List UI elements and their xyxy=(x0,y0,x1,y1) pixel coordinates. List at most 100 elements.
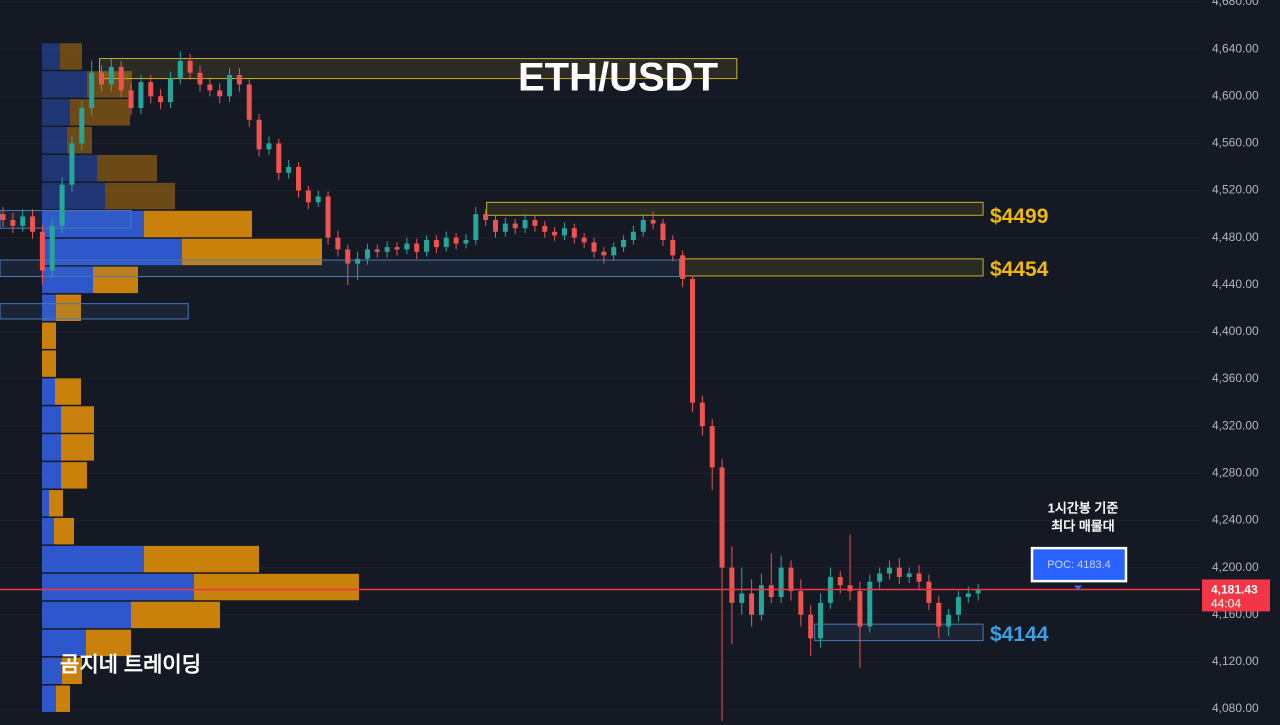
candle-body xyxy=(364,249,370,259)
candle-body xyxy=(305,190,311,203)
profile-buy xyxy=(42,127,67,154)
candle-body xyxy=(10,219,16,226)
candle-body xyxy=(463,240,469,244)
candle-body xyxy=(729,567,735,603)
candle-body xyxy=(266,143,272,150)
y-tick-label: 4,680.00 xyxy=(1212,0,1259,8)
candle-body xyxy=(581,237,587,243)
candle-body xyxy=(128,90,134,109)
candle-body xyxy=(542,225,548,232)
candle-body xyxy=(345,249,351,264)
candle-body xyxy=(621,240,627,248)
watermark: 곰지네 트레이딩 xyxy=(60,654,201,677)
profile-sell xyxy=(54,517,74,545)
candle-body xyxy=(561,228,567,236)
profile-buy xyxy=(42,182,105,210)
candle-body xyxy=(926,581,932,603)
candle-body xyxy=(325,196,331,238)
candle-body xyxy=(778,567,784,598)
candle-body xyxy=(197,72,203,85)
candle-body xyxy=(739,593,745,603)
candle-body xyxy=(256,119,262,150)
profile-buy xyxy=(42,629,86,657)
profile-sell xyxy=(60,43,82,70)
candle-body xyxy=(601,251,607,256)
candle-body xyxy=(719,467,725,568)
candle-body xyxy=(749,593,755,615)
candle-body xyxy=(148,82,154,97)
candle-body xyxy=(335,237,341,250)
price-annotation: $4144 xyxy=(990,623,1049,646)
candle-body xyxy=(433,240,439,248)
candle-body xyxy=(89,72,95,109)
candle-body xyxy=(640,219,646,232)
candle-body xyxy=(571,228,577,238)
last-price-box xyxy=(1202,579,1270,612)
candle-body xyxy=(798,591,804,615)
profile-buy xyxy=(42,685,56,712)
candle-body xyxy=(158,96,164,103)
candle-body xyxy=(79,108,85,144)
y-tick-label: 4,280.00 xyxy=(1212,465,1259,479)
profile-sell xyxy=(61,434,94,461)
candle-body xyxy=(246,84,252,120)
y-tick-label: 4,360.00 xyxy=(1212,371,1259,385)
candle-body xyxy=(473,214,479,241)
candle-body xyxy=(630,231,636,241)
candle-body xyxy=(236,75,242,85)
zone xyxy=(0,210,132,229)
candle-body xyxy=(108,66,114,85)
y-tick-label: 4,520.00 xyxy=(1212,183,1259,197)
candle-body xyxy=(611,247,617,256)
candle-body xyxy=(965,593,971,598)
candle-body xyxy=(680,255,686,279)
candle-body xyxy=(660,223,666,241)
y-tick-label: 4,200.00 xyxy=(1212,560,1259,574)
candle-body xyxy=(699,402,705,427)
y-tick-label: 4,560.00 xyxy=(1212,136,1259,150)
profile-sell xyxy=(93,266,138,294)
poc-box xyxy=(1030,546,1128,583)
candle-body xyxy=(177,60,183,79)
profile-sell xyxy=(86,629,131,657)
candle-body xyxy=(374,249,380,252)
poc-note: 최다 매물대 xyxy=(1051,519,1114,534)
candle-body xyxy=(709,426,715,468)
candle-body xyxy=(877,573,883,582)
candle-body xyxy=(768,585,774,598)
profile-buy xyxy=(42,601,131,629)
candle-body xyxy=(20,216,26,226)
profile-buy xyxy=(42,238,182,266)
candle-body xyxy=(424,240,430,252)
poc-arrow xyxy=(1074,585,1082,591)
candle-body xyxy=(532,219,538,226)
candle-body xyxy=(217,90,223,97)
zone xyxy=(0,259,681,278)
candle-body xyxy=(59,184,65,226)
candle-body xyxy=(522,219,528,229)
candle-body xyxy=(857,591,863,627)
candle-body xyxy=(384,247,390,252)
candle-body xyxy=(887,567,892,574)
candle-body xyxy=(453,237,459,244)
candle-body xyxy=(591,242,597,252)
candle-body xyxy=(502,223,508,232)
candle-body xyxy=(837,577,843,586)
price-annotation: $4499 xyxy=(990,205,1048,228)
y-tick-label: 4,640.00 xyxy=(1212,41,1259,55)
candle-body xyxy=(493,219,498,232)
profile-sell xyxy=(182,238,322,266)
profile-sell xyxy=(144,545,259,573)
profile-buy xyxy=(42,462,61,489)
y-tick-label: 4,240.00 xyxy=(1212,513,1259,527)
candle-body xyxy=(118,66,124,91)
candle-body xyxy=(946,614,952,627)
y-tick-label: 4,480.00 xyxy=(1212,230,1259,244)
profile-sell xyxy=(49,490,63,517)
profile-sell xyxy=(62,657,82,685)
profile-buy xyxy=(42,378,55,405)
price-annotation: $4454 xyxy=(990,258,1049,281)
candle-body xyxy=(512,223,518,229)
candle-body xyxy=(788,567,794,592)
